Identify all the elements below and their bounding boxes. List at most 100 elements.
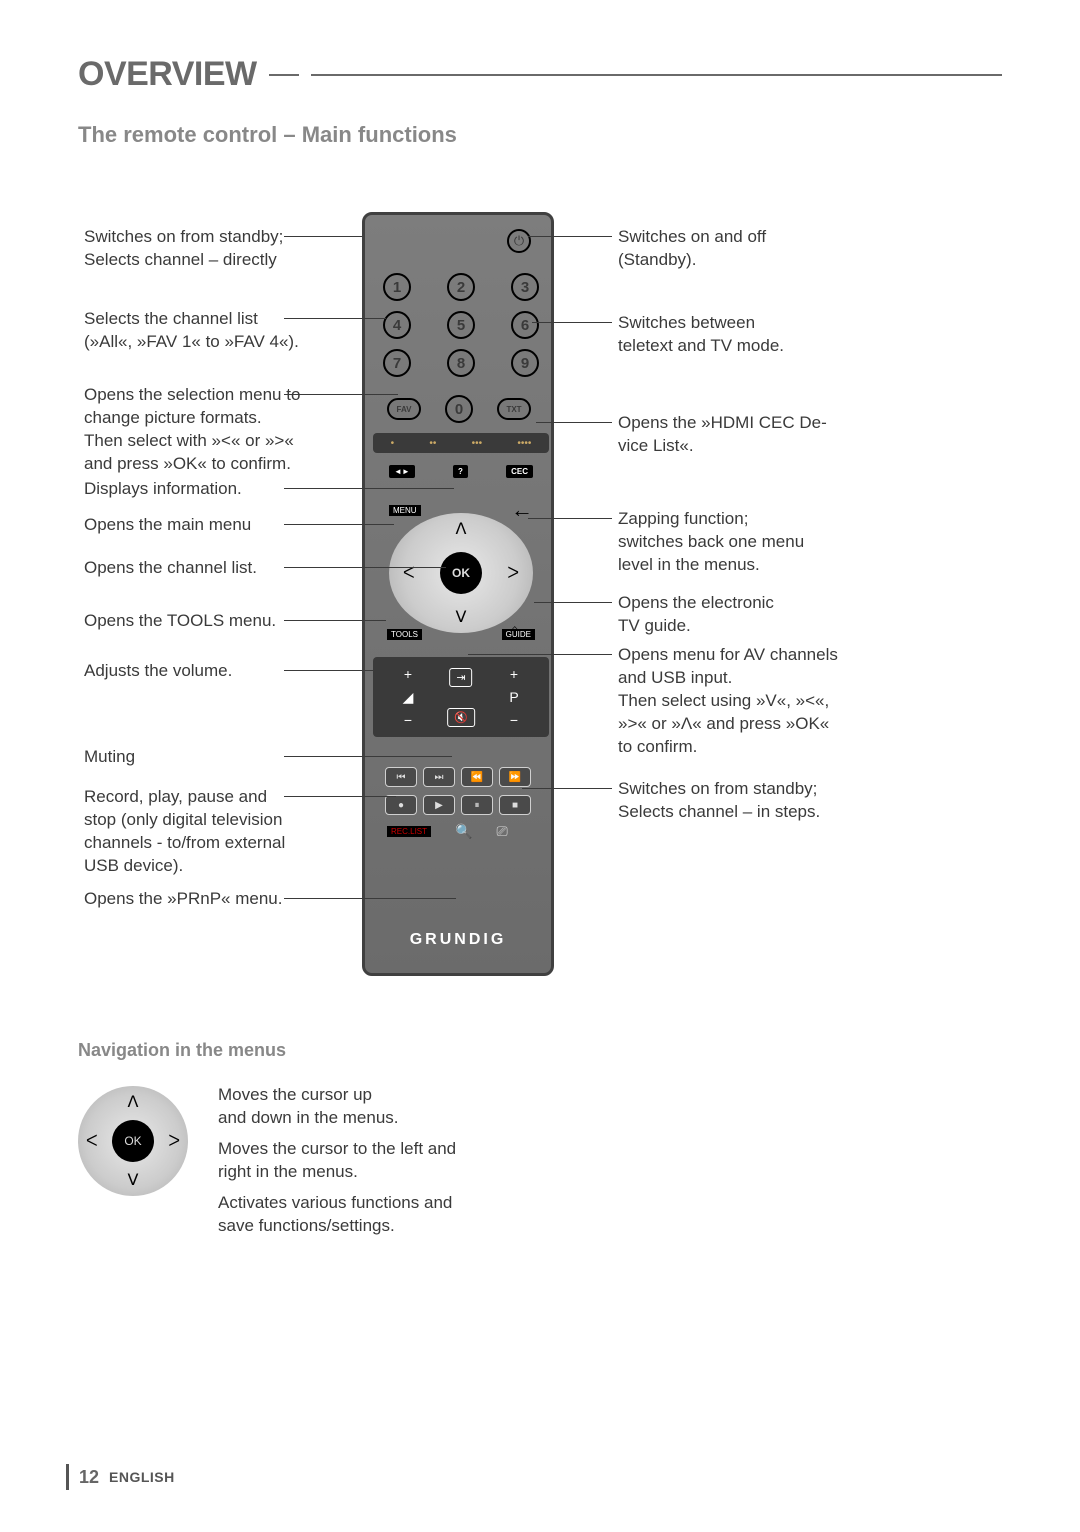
callout-left: Switches on from standby; Selects channe…: [84, 226, 359, 272]
chevron-down-icon: ᐯ: [128, 1170, 139, 1190]
callout-right: Opens the »HDMI CEC De- vice List«.: [618, 412, 998, 458]
remote-control: ⏻ 1 2 3 4 5 6 7 8 9 FAV 0 TXT ••••••••••…: [362, 212, 554, 976]
num-4: 4: [383, 311, 411, 339]
callout-left: Opens the »PRnP« menu.: [84, 888, 359, 911]
num-5: 5: [447, 311, 475, 339]
pause-icon: ⏸: [461, 795, 493, 815]
fav-button: FAV: [387, 398, 421, 420]
chevron-right-icon: ᐳ: [507, 563, 519, 583]
language-label: ENGLISH: [109, 1469, 175, 1485]
num-7: 7: [383, 349, 411, 377]
vol-plus: +: [404, 666, 412, 682]
info-button: ?: [453, 465, 468, 478]
fav-row: FAV 0 TXT: [387, 395, 531, 423]
num-9: 9: [511, 349, 539, 377]
source-icon: ⇥: [449, 668, 472, 687]
title-rule-long: [311, 74, 1002, 76]
program-rocker: + P −: [495, 661, 533, 733]
callout-line: [522, 788, 612, 789]
back-arrow-icon: ←: [511, 497, 533, 523]
media-row-2: ● ▶ ⏸ ■: [385, 795, 531, 815]
nav-diagram: OK ᐱ ᐯ ᐸ ᐳ: [78, 1086, 188, 1196]
volume-block: + ◢ − ⇥ 🔇 + P −: [373, 657, 549, 737]
record-icon: ●: [385, 795, 417, 815]
footer-rule: [66, 1464, 69, 1490]
callout-line: [284, 488, 454, 489]
stop-icon: ■: [499, 795, 531, 815]
callout-line: [284, 620, 386, 621]
tools-label: TOOLS: [387, 629, 422, 640]
callout-right: Switches on and off (Standby).: [618, 226, 998, 272]
callout-left: Displays information.: [84, 478, 359, 501]
callout-line: [536, 422, 612, 423]
callout-left: Adjusts the volume.: [84, 660, 359, 683]
aspect-button: ◄►: [389, 465, 415, 478]
txt-button: TXT: [497, 398, 531, 420]
callout-line: [528, 236, 612, 237]
callout-line: [284, 394, 398, 395]
tools-guide-row: TOOLS GUIDE: [387, 629, 535, 640]
nav-item-text: Moves the cursor up and down in the menu…: [218, 1084, 399, 1130]
reclist-label: REC.LIST: [387, 826, 431, 837]
callout-line: [534, 602, 612, 603]
callout-left: Opens the TOOLS menu.: [84, 610, 359, 633]
nav-heading: Navigation in the menus: [78, 1040, 1002, 1061]
callout-line: [468, 654, 612, 655]
rewind-icon: ⏪: [461, 767, 493, 787]
cec-button: CEC: [506, 465, 533, 478]
callout-left: Selects the channel list (»All«, »FAV 1«…: [84, 308, 359, 354]
volume-rocker: + ◢ −: [389, 661, 427, 733]
callout-right: Switches on from standby; Selects channe…: [618, 778, 998, 824]
media-row-1: ⏮ ⏭ ⏪ ⏩: [385, 767, 531, 787]
callout-line: [284, 524, 394, 525]
ok-button: OK: [440, 552, 482, 594]
vol-icon: ◢: [403, 689, 414, 706]
title-bar: OVERVIEW: [78, 55, 1002, 94]
callout-line: [284, 567, 446, 568]
chevron-left-icon: ᐸ: [86, 1131, 98, 1151]
callout-line: [284, 670, 390, 671]
callout-right: Switches between teletext and TV mode.: [618, 312, 998, 358]
callout-left: Opens the channel list.: [84, 557, 359, 580]
chevron-right-icon: ᐳ: [168, 1131, 180, 1151]
guide-label: GUIDE: [502, 629, 535, 640]
callout-line: [284, 236, 362, 237]
prog-plus: +: [510, 666, 518, 682]
chevron-left-icon: ᐸ: [403, 563, 415, 583]
num-8: 8: [447, 349, 475, 377]
play-icon: ▶: [423, 795, 455, 815]
prnp-icon: 🔍: [455, 823, 472, 840]
callout-left: Opens the main menu: [84, 514, 359, 537]
callout-line: [284, 318, 386, 319]
forward-icon: ⏩: [499, 767, 531, 787]
subtitle-icon: ⎚: [496, 823, 507, 840]
mute-icon: 🔇: [447, 708, 475, 727]
title-rule-short: [269, 74, 299, 76]
callout-line: [284, 796, 396, 797]
chevron-up-icon: ᐱ: [128, 1092, 139, 1112]
vol-minus: −: [404, 712, 412, 728]
callout-left: Opens the selection menu to change pictu…: [84, 384, 359, 476]
nav-ok-button: OK: [112, 1120, 154, 1162]
subtitle: The remote control – Main functions: [78, 122, 457, 148]
callout-line: [284, 756, 452, 757]
num-2: 2: [447, 273, 475, 301]
callout-line: [532, 322, 612, 323]
nav-item-text: Activates various functions and save fun…: [218, 1192, 452, 1238]
callout-right: Opens menu for AV channels and USB input…: [618, 644, 998, 759]
chevron-up-icon: ᐱ: [456, 519, 467, 539]
source-mute-icons: ⇥ 🔇: [447, 657, 475, 737]
p-label: P: [509, 689, 518, 705]
color-dots-row: ••••••••••: [373, 433, 549, 453]
nav-item-text: Moves the cursor to the left and right i…: [218, 1138, 456, 1184]
next-icon: ⏭: [423, 767, 455, 787]
brand-label: GRUNDIG: [365, 931, 551, 949]
callout-line: [284, 898, 456, 899]
mini-labels: ◄► ? CEC: [389, 465, 533, 478]
nav-pad: OK ᐱ ᐯ ᐸ ᐳ ⌂: [389, 513, 533, 633]
num-6: 6: [511, 311, 539, 339]
callout-right: Opens the electronic TV guide.: [618, 592, 998, 638]
num-3: 3: [511, 273, 539, 301]
page-number: 12: [79, 1467, 99, 1488]
callout-left: Record, play, pause and stop (only digit…: [84, 786, 359, 878]
